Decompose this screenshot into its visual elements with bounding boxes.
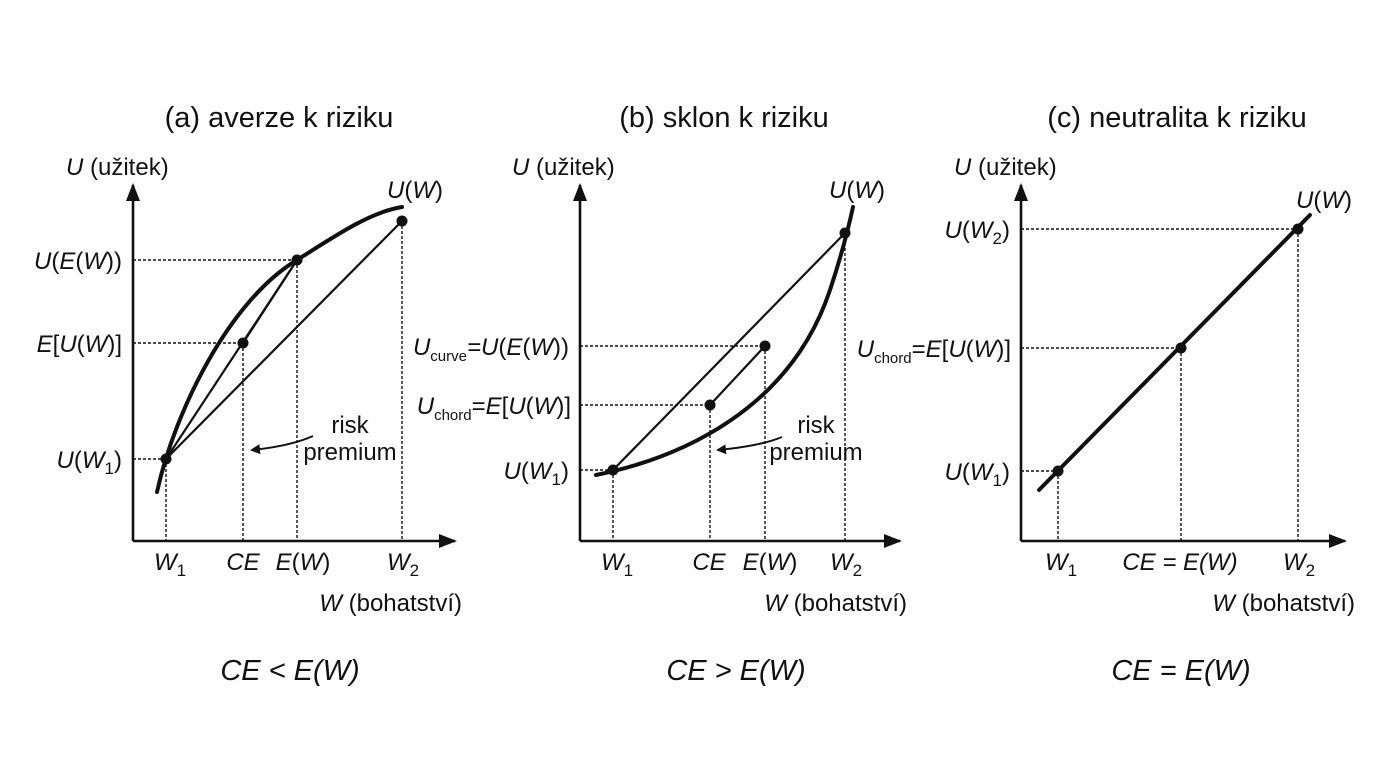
panel-c-tick-w1: W1 xyxy=(1045,549,1077,580)
panel-b-point-ce xyxy=(704,399,716,411)
panel-c-risk-neutrality: (c) neutralita k riziku U (užitek) U(W) … xyxy=(857,102,1355,687)
panel-a-tick-ew: E(W) xyxy=(276,549,331,576)
panel-b-tick-ew: E(W) xyxy=(743,549,798,576)
panel-a-point-w1 xyxy=(160,453,172,465)
panel-a-title: (a) averze k riziku xyxy=(165,102,394,134)
panel-b-utility-curve xyxy=(594,205,855,477)
panel-c-utility-line xyxy=(1037,213,1312,492)
panel-c-tick-uw2: U(W2) xyxy=(945,217,1010,248)
panel-b-annotation-risk: risk xyxy=(797,412,835,439)
panel-b-point-w2 xyxy=(839,227,851,239)
panel-b-tick-w1: W1 xyxy=(601,549,633,580)
panel-b-risk-premium-arrow xyxy=(716,436,783,455)
panel-a-y-axis-label: U (užitek) xyxy=(66,154,169,181)
panel-a-risk-premium-arrow xyxy=(250,435,314,455)
panel-a-tick-ce: CE xyxy=(226,549,260,576)
panel-c-point-ce-ew xyxy=(1175,342,1187,354)
panel-b-chord-link xyxy=(709,345,766,406)
panel-b-tick-uw1: U(W1) xyxy=(504,458,569,489)
panel-a-chord-main xyxy=(165,220,403,460)
panel-a-tick-w1: W1 xyxy=(154,549,186,580)
panel-a-point-ew xyxy=(291,254,303,266)
panel-a-tick-uew: U(E(W)) xyxy=(34,248,122,275)
panel-b-chord-main xyxy=(612,232,846,471)
panel-c-y-axis-label: U (užitek) xyxy=(954,154,1057,181)
panel-b-tick-w2: W2 xyxy=(830,549,862,580)
panel-b-curve-label: U(W) xyxy=(829,177,885,204)
panel-c-tick-ce-eq-ew: CE = E(W) xyxy=(1122,549,1237,576)
panel-b-tick-ucurve: Ucurve=U(E(W)) xyxy=(413,334,569,365)
panel-a-chord-link xyxy=(242,259,298,344)
panel-b-title: (b) sklon k riziku xyxy=(619,102,829,134)
panel-a-conclusion: CE < E(W) xyxy=(220,655,359,687)
panel-a-utility-curve xyxy=(155,205,404,494)
panel-a-curve-label: U(W) xyxy=(387,177,443,204)
panel-c-point-w1 xyxy=(1052,465,1064,477)
panel-b-point-w1 xyxy=(607,464,619,476)
panel-a-tick-w2: W2 xyxy=(387,549,419,580)
panel-a-annotation-premium: premium xyxy=(303,439,396,466)
panel-c-conclusion: CE = E(W) xyxy=(1111,655,1250,687)
panel-b-tick-uchord: Uchord=E[U(W)] xyxy=(417,393,571,424)
panel-b-point-ew xyxy=(759,340,771,352)
panel-c-tick-w2: W2 xyxy=(1283,549,1315,580)
panel-a-point-w2 xyxy=(396,215,408,227)
panel-b-conclusion: CE > E(W) xyxy=(666,655,805,687)
panel-a-tick-euw: E[U(W)] xyxy=(37,331,122,358)
panel-b-tick-ce: CE xyxy=(692,549,726,576)
panel-c-curve-label: U(W) xyxy=(1296,187,1352,214)
panel-c-x-axis-label: W (bohatství) xyxy=(1212,590,1355,617)
panel-c-tick-uchord: Uchord=E[U(W)] xyxy=(857,336,1011,367)
panel-a-point-ce xyxy=(237,337,249,349)
panel-b-x-axis-label: W (bohatství) xyxy=(764,590,907,617)
panel-a-annotation-risk: risk xyxy=(331,412,369,439)
panel-b-risk-seeking: (b) sklon k riziku U (užitek) U(W) Ucurv… xyxy=(413,102,907,687)
panel-c-tick-uw1: U(W1) xyxy=(945,459,1010,490)
panel-c-title: (c) neutralita k riziku xyxy=(1047,102,1306,134)
panel-a-x-axis-label: W (bohatství) xyxy=(319,590,462,617)
panel-b-annotation-premium: premium xyxy=(769,439,862,466)
panel-c-point-w2 xyxy=(1292,223,1304,235)
panel-b-y-axis-label: U (užitek) xyxy=(512,154,615,181)
panel-a-tick-uw1: U(W1) xyxy=(57,447,122,478)
panel-a-risk-aversion: (a) averze k riziku U (užitek) U(W) U(E(… xyxy=(34,102,462,687)
